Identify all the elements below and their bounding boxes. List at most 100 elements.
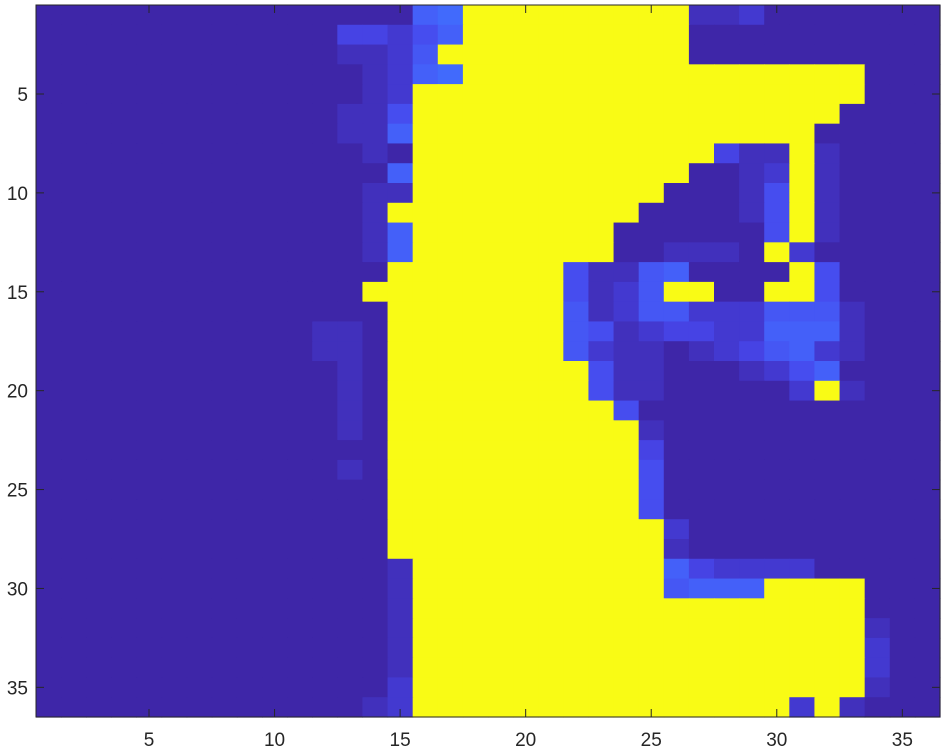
heatmap-cell: [262, 380, 288, 402]
heatmap-cell: [337, 440, 364, 461]
heatmap-cell: [638, 44, 665, 65]
heatmap-cell: [86, 143, 112, 164]
heatmap-cell: [789, 24, 816, 46]
heatmap-cell: [914, 459, 941, 481]
heatmap-cell: [638, 301, 665, 323]
heatmap-cell: [86, 539, 112, 560]
heatmap-cell: [412, 677, 439, 698]
heatmap-cell: [488, 361, 514, 382]
heatmap-cell: [789, 281, 816, 303]
heatmap-cell: [814, 420, 841, 441]
heatmap-cell: [839, 657, 866, 679]
heatmap-cell: [839, 558, 866, 580]
heatmap-cell: [563, 637, 590, 659]
heatmap-cell: [36, 440, 62, 461]
heatmap-cell: [488, 558, 514, 580]
heatmap-cell: [312, 578, 338, 599]
y-tick-label: 15: [7, 283, 28, 304]
heatmap-cell: [337, 242, 364, 263]
heatmap-cell: [513, 519, 539, 540]
heatmap-cell: [714, 361, 740, 382]
heatmap-cell: [462, 202, 489, 224]
heatmap-cell: [538, 618, 564, 639]
heatmap-cell: [86, 400, 112, 421]
heatmap-cell: [638, 84, 665, 105]
heatmap-cell: [563, 5, 590, 26]
heatmap-cell: [287, 380, 313, 402]
heatmap-cell: [914, 697, 941, 718]
heatmap-cell: [663, 202, 690, 224]
heatmap-cell: [513, 301, 539, 323]
heatmap-cell: [186, 202, 213, 224]
heatmap-cell: [111, 361, 138, 382]
heatmap-cell: [287, 143, 313, 164]
heatmap-cell: [914, 143, 941, 164]
heatmap-cell: [739, 24, 765, 46]
heatmap-cell: [914, 341, 941, 362]
heatmap-cell: [688, 697, 715, 718]
heatmap-cell: [61, 499, 87, 520]
heatmap-cell: [412, 242, 439, 263]
heatmap-cell: [362, 459, 389, 481]
heatmap-cell: [161, 44, 188, 65]
heatmap-cell: [864, 637, 891, 659]
heatmap-cell: [613, 598, 640, 619]
heatmap-cell: [613, 183, 640, 204]
heatmap-cell: [638, 420, 665, 441]
heatmap-cell: [61, 440, 87, 461]
heatmap-cell: [914, 242, 941, 263]
heatmap-cell: [714, 539, 740, 560]
heatmap-cell: [663, 84, 690, 105]
heatmap-cell: [262, 420, 288, 441]
heatmap-cell: [111, 380, 138, 402]
heatmap-cell: [714, 262, 740, 283]
heatmap-cell: [462, 281, 489, 303]
heatmap-cell: [789, 637, 816, 659]
heatmap-cell: [663, 281, 690, 303]
heatmap-cell: [714, 459, 740, 481]
heatmap-cell: [36, 420, 62, 441]
heatmap-cell: [437, 400, 464, 421]
heatmap-cell: [61, 578, 87, 599]
heatmap-cell: [513, 578, 539, 599]
heatmap-cell: [638, 618, 665, 639]
heatmap-cell: [36, 618, 62, 639]
heatmap-cell: [211, 44, 238, 65]
heatmap-cell: [111, 84, 138, 105]
heatmap-cell: [211, 321, 238, 342]
heatmap-cell: [663, 618, 690, 639]
heatmap-cell: [814, 657, 841, 679]
heatmap-cell: [814, 519, 841, 540]
heatmap-cell: [462, 598, 489, 619]
heatmap-cell: [638, 143, 665, 164]
heatmap-cell: [337, 519, 364, 540]
heatmap-cell: [563, 262, 590, 283]
heatmap-cell: [61, 103, 87, 125]
heatmap-cell: [588, 539, 615, 560]
heatmap-cell: [488, 400, 514, 421]
heatmap-cell: [488, 459, 514, 481]
heatmap-cell: [287, 519, 313, 540]
heatmap-cell: [889, 5, 916, 26]
heatmap-cell: [111, 183, 138, 204]
heatmap-cell: [789, 499, 816, 520]
heatmap-cell: [538, 341, 564, 362]
heatmap-cell: [387, 440, 414, 461]
heatmap-cell: [362, 420, 389, 441]
heatmap-cell: [362, 123, 389, 145]
heatmap-cell: [86, 558, 112, 580]
heatmap-cell: [337, 598, 364, 619]
heatmap-cell: [889, 262, 916, 283]
heatmap-cell: [236, 242, 263, 263]
heatmap-cell: [613, 677, 640, 698]
heatmap-cell: [588, 222, 615, 243]
heatmap-cell: [412, 657, 439, 679]
heatmap-cell: [588, 499, 615, 520]
heatmap-cell: [362, 262, 389, 283]
heatmap-cell: [262, 361, 288, 382]
heatmap-cell: [36, 222, 62, 243]
heatmap-cell: [161, 697, 188, 718]
heatmap-cell: [588, 123, 615, 145]
heatmap-cell: [236, 222, 263, 243]
heatmap-cell: [111, 657, 138, 679]
